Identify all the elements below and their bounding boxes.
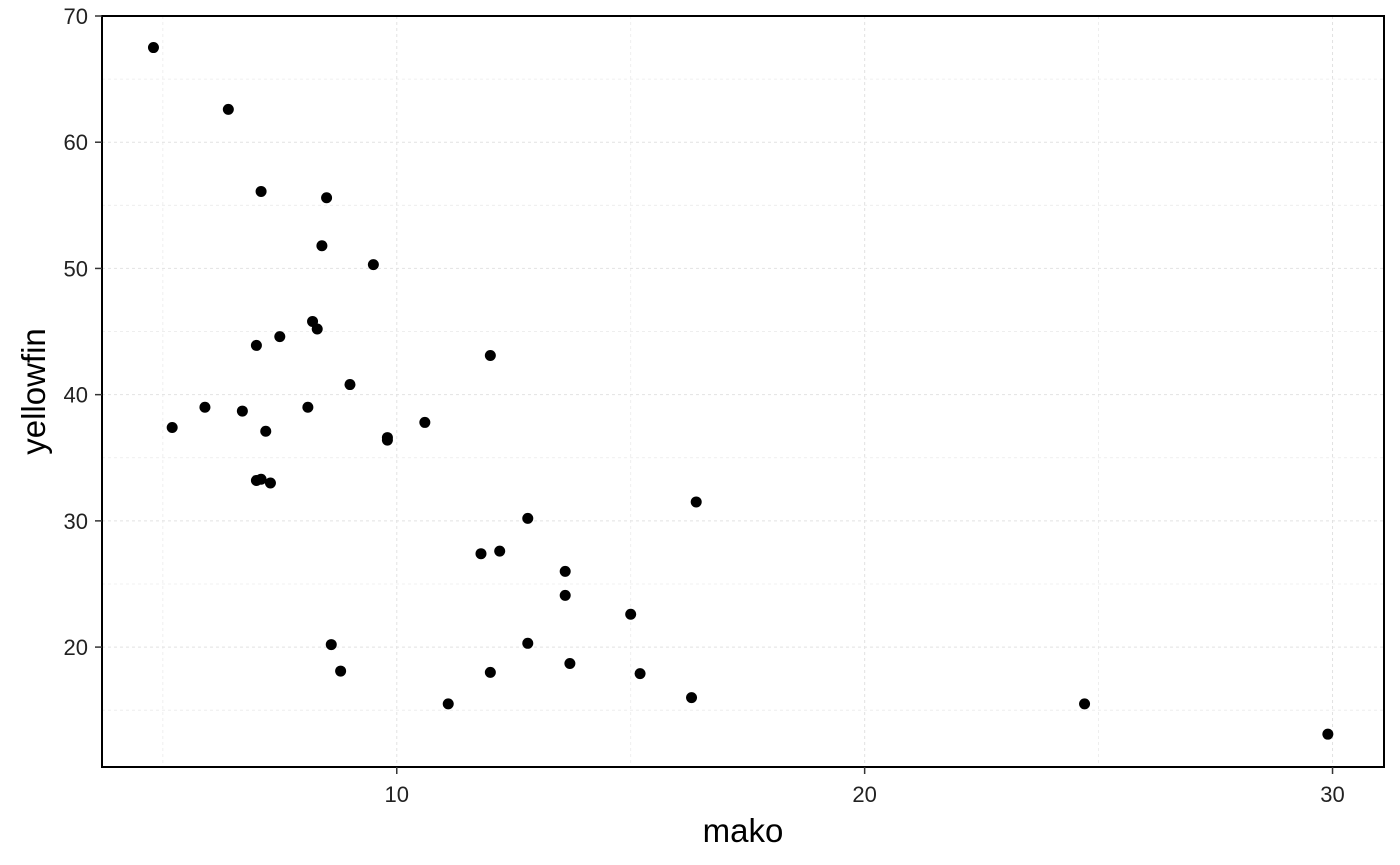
data-point (634, 668, 646, 680)
y-tick-label: 20 (64, 635, 88, 660)
data-point (344, 379, 356, 391)
x-tick-label: 30 (1320, 782, 1344, 807)
data-point (166, 421, 178, 433)
data-point (419, 416, 431, 428)
data-point (325, 639, 337, 651)
data-point (264, 477, 276, 489)
x-axis-title: mako (703, 812, 784, 849)
data-point (475, 548, 487, 560)
data-point (311, 323, 323, 335)
data-point (316, 240, 328, 252)
data-point (1079, 698, 1091, 710)
data-point (260, 425, 272, 437)
y-axis-tick-labels: 20 30 40 50 60 70 (64, 4, 88, 660)
y-tick-label: 50 (64, 256, 88, 281)
y-tick-label: 70 (64, 4, 88, 29)
data-point (625, 608, 637, 620)
data-point (690, 496, 702, 508)
x-tick-label: 10 (385, 782, 409, 807)
minor-gridlines (102, 16, 1384, 767)
data-point (302, 401, 314, 413)
y-tick-label: 40 (64, 383, 88, 408)
data-point (255, 185, 267, 197)
data-point (522, 637, 534, 649)
data-point (484, 666, 496, 678)
data-point (147, 42, 159, 54)
plot-panel-border (101, 15, 1385, 768)
data-point (522, 512, 534, 524)
data-point (494, 545, 506, 557)
data-point (442, 698, 454, 710)
data-point (222, 103, 234, 115)
data-point (321, 192, 333, 204)
data-point (559, 565, 571, 577)
axis-ticks (95, 15, 1334, 774)
y-tick-label: 60 (64, 130, 88, 155)
data-point (686, 692, 698, 704)
data-points (147, 42, 1334, 740)
data-point (367, 259, 379, 271)
data-point (484, 350, 496, 362)
data-point (250, 474, 262, 486)
y-tick-label: 30 (64, 509, 88, 534)
x-tick-label: 20 (852, 782, 876, 807)
x-axis-tick-labels: 10 20 30 (385, 782, 1345, 807)
data-point (199, 401, 211, 413)
y-axis-title: yellowfin (15, 328, 52, 455)
data-point (236, 405, 248, 417)
data-point (250, 339, 262, 351)
data-point (381, 434, 393, 446)
data-point (564, 658, 576, 670)
data-point (274, 331, 286, 343)
data-point (335, 665, 347, 677)
data-point (559, 589, 571, 601)
data-point (1322, 728, 1334, 740)
